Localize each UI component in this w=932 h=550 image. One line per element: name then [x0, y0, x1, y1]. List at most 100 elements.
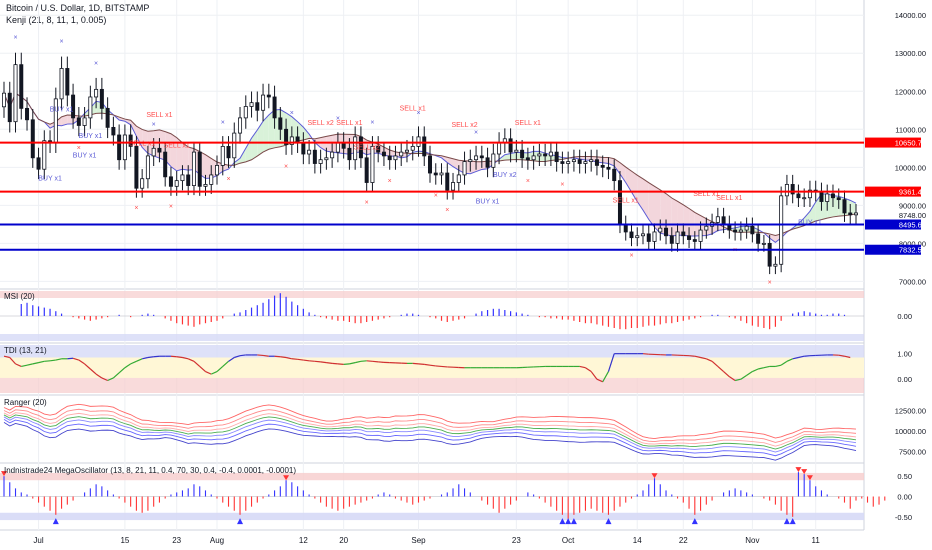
candle-body: [520, 149, 525, 159]
ribbon-fill: [804, 211, 810, 226]
ribbon-fill: [619, 162, 626, 183]
candle-body: [307, 149, 312, 155]
ranger-title: Ranger (20): [4, 398, 47, 407]
ribbon-fill: [614, 158, 620, 174]
x-tick-label: Aug: [210, 536, 224, 545]
buy-annotation: BUY x1: [476, 198, 500, 205]
tdi-line-segment: [337, 363, 344, 365]
ranger-pane[interactable]: [3, 403, 857, 461]
sell-signal-arrow: [1, 471, 7, 477]
ranger-tick-label: 12500.00: [895, 406, 926, 415]
candle-body: [238, 117, 243, 134]
y-tick-label: 9000.00: [899, 201, 926, 210]
candle-body: [491, 153, 496, 168]
candle-body: [284, 128, 289, 145]
ribbon-fill: [717, 224, 724, 231]
tdi-line-segment: [55, 358, 62, 361]
candle-body: [796, 193, 801, 199]
candle-body: [330, 151, 335, 159]
candle-body: [71, 94, 76, 119]
tdi-line-segment: [729, 376, 736, 381]
candle-body: [456, 174, 461, 183]
tdi-line-segment: [740, 374, 747, 380]
candle-body: [802, 197, 807, 200]
tdi-line-segment: [372, 360, 379, 363]
candle-body: [289, 136, 294, 145]
ranger-tick-label: 10000.00: [895, 427, 926, 436]
sell-annotation: SELL x1: [613, 197, 639, 204]
ribbon-fill: [61, 115, 68, 126]
candle-body: [485, 157, 490, 168]
candle-body: [433, 172, 438, 176]
tdi-line-segment: [222, 360, 229, 367]
sell-cross-marker: ×: [365, 200, 369, 207]
candle-body: [854, 212, 859, 216]
sell-annotation: SELL x1: [515, 120, 541, 127]
candle-body: [773, 263, 778, 267]
tdi-line-segment: [780, 360, 788, 366]
candle-body: [842, 199, 847, 214]
buy-signal-arrow: [52, 518, 59, 525]
candle-body: [88, 96, 93, 119]
tdi-title: TDI (13, 21): [4, 346, 47, 355]
msi-pane[interactable]: [0, 291, 864, 341]
candle-body: [13, 64, 18, 123]
ribbon-fill: [683, 204, 690, 237]
sell-cross-marker: ×: [388, 178, 392, 185]
candle-body: [767, 242, 772, 267]
candle-body: [790, 184, 795, 195]
buy-annotation: BUY x1: [50, 106, 74, 113]
candle-body: [163, 151, 168, 178]
candle-body: [589, 159, 594, 163]
tdi-line-segment: [136, 358, 143, 362]
megaoscillator-title: Indnistrade24 MegaOscillator (13, 8, 21,…: [4, 466, 296, 475]
ribbon-fill: [648, 182, 655, 228]
x-tick-label: 14: [633, 536, 642, 545]
tdi-line-segment: [607, 353, 615, 372]
tdi-line-segment: [32, 362, 39, 365]
candle-body: [761, 242, 766, 245]
sell-annotation: SELL x1: [146, 112, 172, 119]
ranger-band-line: [3, 412, 857, 447]
candle-body: [497, 142, 502, 155]
candle-body: [410, 146, 415, 151]
ribbon-fill: [240, 148, 246, 164]
candle-body: [278, 117, 283, 130]
candle-body: [243, 106, 248, 119]
tdi-line-segment: [332, 362, 338, 365]
tdi-pane[interactable]: [0, 345, 864, 393]
oversold-zone: [0, 512, 864, 521]
candle-body: [203, 184, 208, 187]
candle-body: [537, 153, 542, 157]
tdi-line-segment: [187, 358, 195, 362]
tdi-line-segment: [786, 358, 793, 362]
megaoscillator-pane[interactable]: [0, 467, 886, 525]
tdi-line-segment: [775, 364, 782, 368]
candle-body: [508, 138, 513, 153]
candle-body: [698, 229, 703, 242]
buy-annotation: BUY x1: [73, 152, 97, 159]
candle-body: [422, 136, 427, 157]
ribbon-fill: [660, 189, 667, 235]
buy-signal-arrow: [570, 518, 577, 525]
ribbon-fill: [602, 157, 609, 164]
candle-body: [76, 117, 81, 126]
sell-cross-marker: ×: [226, 176, 230, 183]
candle-body: [376, 146, 381, 153]
ribbon-fill: [257, 121, 264, 157]
ribbon-fill: [504, 153, 511, 161]
tdi-line-segment: [274, 355, 281, 358]
tdi-line-segment: [205, 371, 212, 375]
ribbon-fill: [176, 137, 183, 171]
x-tick-label: 23: [172, 536, 181, 545]
tdi-line-segment: [429, 364, 436, 367]
x-tick-label: Jul: [33, 536, 43, 545]
level-price-label: 7832.58: [899, 246, 926, 255]
ribbon-fill: [850, 200, 856, 215]
candle-body: [427, 155, 432, 174]
tdi-line-segment: [9, 357, 16, 365]
candle-body: [548, 151, 553, 157]
candle-body: [364, 157, 369, 183]
